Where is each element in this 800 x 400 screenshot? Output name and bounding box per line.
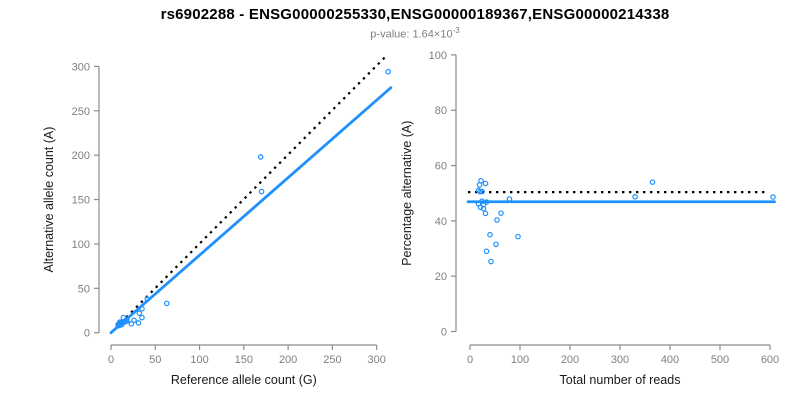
data-point xyxy=(163,300,170,307)
regression-line xyxy=(109,86,393,335)
data-point xyxy=(385,68,391,75)
data-point xyxy=(632,193,638,200)
x-tick-label: 500 xyxy=(711,354,729,366)
data-point xyxy=(498,210,504,216)
data-point xyxy=(258,188,265,195)
y-tick-label: 250 xyxy=(72,106,90,118)
identity-line xyxy=(115,54,388,329)
p-value-exponent: -3 xyxy=(452,26,460,35)
y-tick-label: 100 xyxy=(72,239,90,251)
data-point xyxy=(649,179,656,185)
x-tick-label: 250 xyxy=(323,354,341,366)
y-tick-label: 20 xyxy=(435,271,447,283)
percentage-scatter-plot: 0 20 40 60 80 100 0 100 200 300 400 500 600 Total num… xyxy=(400,50,779,387)
x-tick-label: 100 xyxy=(511,354,529,366)
figure-title: rs6902288 - ENSG00000255330,ENSG00000189… xyxy=(160,6,670,23)
x-tick-label: 200 xyxy=(561,354,579,366)
y-tick-label: 40 xyxy=(435,216,447,228)
y-tick-label: 100 xyxy=(429,50,447,62)
y-tick-label: 150 xyxy=(72,195,90,207)
data-point xyxy=(139,305,145,312)
data-point xyxy=(477,188,483,195)
y-tick-label: 200 xyxy=(72,150,90,162)
data-point xyxy=(482,210,489,217)
data-point xyxy=(124,318,130,324)
p-value-text: p-value: 1.64×10 xyxy=(370,28,453,41)
data-point xyxy=(494,217,500,223)
y-tick-label: 0 xyxy=(84,328,90,340)
data-point xyxy=(124,316,130,323)
data-point xyxy=(136,310,143,316)
data-point xyxy=(139,314,145,321)
data-point xyxy=(257,154,264,160)
data-point xyxy=(135,320,142,326)
y-axis-label: Percentage alternative (A) xyxy=(400,121,414,266)
data-point xyxy=(488,258,494,265)
x-tick-label: 150 xyxy=(235,354,253,366)
data-point xyxy=(480,205,487,212)
data-point xyxy=(770,194,776,200)
y-tick-label: 300 xyxy=(72,61,90,73)
x-tick-label: 400 xyxy=(661,354,679,366)
data-point xyxy=(482,180,489,187)
data-point xyxy=(506,196,513,202)
data-point xyxy=(515,233,521,240)
x-tick-label: 600 xyxy=(761,354,779,366)
data-point xyxy=(128,321,135,327)
y-tick-label: 50 xyxy=(78,283,90,295)
data-point xyxy=(479,188,485,195)
y-tick-label: 0 xyxy=(441,327,447,339)
data-point xyxy=(477,204,484,211)
x-tick-label: 50 xyxy=(149,354,161,366)
x-tick-label: 100 xyxy=(190,354,208,366)
data-point xyxy=(118,319,125,325)
y-axis-label: Alternative allele count (A) xyxy=(42,127,56,273)
x-tick-label: 200 xyxy=(279,354,297,366)
data-point xyxy=(483,199,490,205)
y-tick-label: 80 xyxy=(435,105,447,117)
y-tick-label: 60 xyxy=(435,161,447,173)
x-axis-label: Total number of reads xyxy=(560,373,681,387)
data-point xyxy=(478,177,484,184)
x-tick-label: 300 xyxy=(611,354,629,366)
allele-count-scatter-plot: 0 50 100 150 200 250 300 0 50 100 150 200 250 300 Refe… xyxy=(42,54,393,387)
data-point xyxy=(493,241,499,248)
data-point xyxy=(487,231,493,238)
x-axis-label: Reference allele count (G) xyxy=(171,373,317,387)
x-tick-label: 0 xyxy=(108,354,114,366)
data-point xyxy=(131,317,137,324)
x-tick-label: 0 xyxy=(467,354,473,366)
x-tick-label: 300 xyxy=(368,354,386,366)
data-point xyxy=(144,296,151,302)
data-point xyxy=(483,248,490,255)
figure-subtitle: p-value: 1.64×10-3 xyxy=(0,26,800,41)
